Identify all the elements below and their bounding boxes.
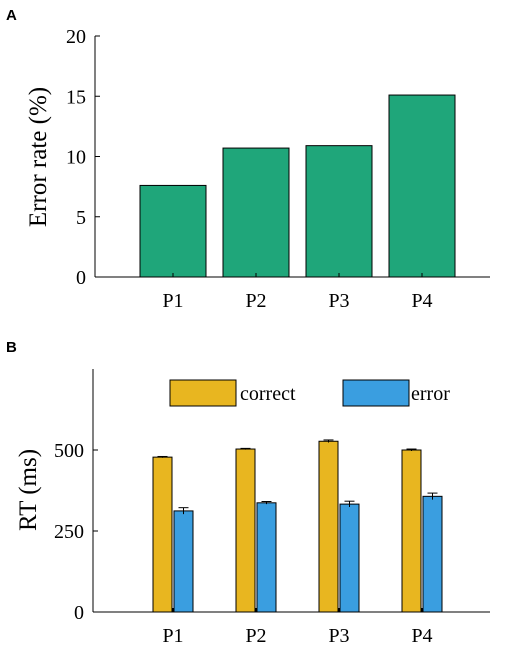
panel-b-letter: B [6, 339, 17, 356]
panel-a-x-tick-label: P1 [162, 290, 183, 312]
legend-label-correct: correct [240, 383, 296, 405]
panel-a-bar-p2 [222, 147, 290, 278]
panel-b-bar-error-p4 [422, 495, 443, 613]
panel-b-y-tick-label: 500 [54, 440, 84, 462]
panel-b-bar-correct-p3 [318, 440, 339, 613]
panel-a-bar-p4 [388, 94, 456, 278]
panel-b-bar-correct-p2 [235, 448, 256, 613]
panel-a-x-tick-label: P3 [328, 290, 349, 312]
panel-a-bar-p3 [305, 145, 373, 278]
panel-b-legend: correct error [169, 379, 450, 407]
panel-a-y-axis-title: Error rate (%) [25, 87, 52, 227]
legend-swatch-correct [169, 379, 237, 407]
panel-b-bar-error-p2 [256, 502, 277, 613]
panel-a-y-tick-label: 20 [66, 26, 86, 48]
panel-a-y-tick-label: 15 [66, 86, 86, 108]
legend-label-error: error [411, 383, 450, 405]
panel-b-x-tick-label: P2 [245, 625, 266, 647]
panel-b-x-tick-label: P3 [328, 625, 349, 647]
panel-b-bar-correct-p4 [401, 449, 422, 613]
panel-b-y-axis-title: RT (ms) [15, 449, 42, 531]
panel-b-x-tick-label: P4 [411, 625, 432, 647]
panel-b-chart: RT (ms) correct error 0 250 500 P1 P2 P3 P4 [15, 369, 490, 647]
panel-a-x-tick-label: P4 [411, 290, 432, 312]
panel-b-y-tick-label: 0 [74, 602, 84, 624]
panel-a-bar-p1 [139, 184, 207, 278]
panel-b-y-tick-label: 250 [54, 521, 84, 543]
panel-a-y-tick-label: 5 [76, 207, 86, 229]
panel-a-y-tick-label: 0 [76, 267, 86, 289]
panel-a-y-tick-label: 10 [66, 147, 86, 169]
panel-b-x-tick-label: P1 [162, 625, 183, 647]
panel-b-bar-error-p3 [339, 503, 360, 613]
panel-a-chart: Error rate (%) 0 5 10 15 20 P1 P2 P3 P4 [25, 26, 490, 312]
legend-swatch-error [342, 379, 410, 407]
panel-a-letter: A [6, 7, 17, 24]
panel-b-bar-error-p1 [173, 510, 194, 613]
panel-b-bar-correct-p1 [152, 456, 173, 613]
panel-a-x-tick-label: P2 [245, 290, 266, 312]
